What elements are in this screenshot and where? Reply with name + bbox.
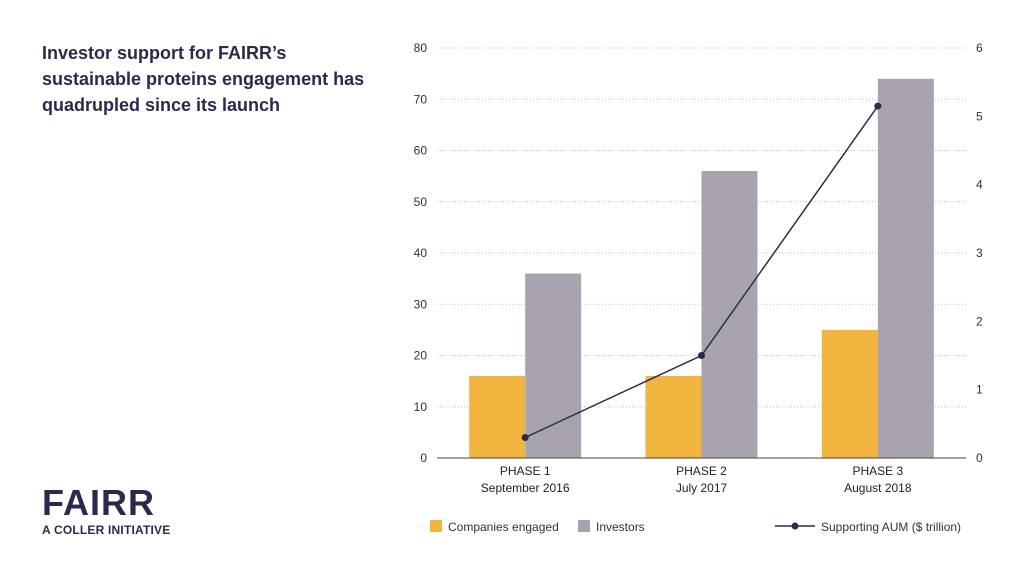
y-tick-label: 10 xyxy=(414,400,428,414)
bars xyxy=(469,78,934,458)
legend: Companies engaged Investors Supporting AUM… xyxy=(430,520,961,534)
y-tick-label: 60 xyxy=(414,144,428,158)
bar-investors xyxy=(525,273,582,458)
logo-wordmark: FAIRR xyxy=(42,482,155,523)
category-labels: PHASE 1 September 2016 PHASE 2 July 2017 PHA… xyxy=(481,464,912,495)
y2-tick-label: 1 xyxy=(976,383,983,397)
right-axis-ticks: 0 1 2 3 4 5 6 xyxy=(976,41,983,465)
y-tick-label: 0 xyxy=(420,451,427,465)
bar-companies-engaged xyxy=(821,329,878,458)
y-tick-label: 30 xyxy=(414,297,428,311)
y2-tick-label: 2 xyxy=(976,314,983,328)
y2-tick-label: 5 xyxy=(976,109,983,123)
y-tick-label: 40 xyxy=(414,246,428,260)
aum-line-series xyxy=(521,102,882,441)
y-tick-label: 20 xyxy=(414,349,428,363)
category-date-label: July 2017 xyxy=(676,481,728,495)
category-phase-label: PHASE 2 xyxy=(676,464,727,478)
aum-point xyxy=(521,434,529,441)
bar-companies-engaged xyxy=(645,376,702,458)
legend-swatch-investors xyxy=(578,520,590,532)
bar-companies-engaged xyxy=(469,376,526,458)
category-phase-label: PHASE 3 xyxy=(852,464,903,478)
y2-tick-label: 3 xyxy=(976,246,983,260)
y2-tick-label: 4 xyxy=(976,178,983,192)
left-axis-ticks: 0 10 20 30 40 50 60 70 80 xyxy=(414,41,428,465)
y-tick-label: 50 xyxy=(414,195,428,209)
fairr-logo: FAIRR A COLLER INITIATIVE xyxy=(42,482,182,538)
y2-tick-label: 6 xyxy=(976,41,983,55)
legend-swatch-companies xyxy=(430,520,442,532)
aum-point xyxy=(874,102,882,110)
legend-label-aum: Supporting AUM ($ trillion) xyxy=(821,520,961,534)
y-tick-label: 80 xyxy=(414,41,428,55)
bar-investors xyxy=(701,171,758,458)
legend-label-companies: Companies engaged xyxy=(448,520,559,534)
category-phase-label: PHASE 1 xyxy=(500,464,551,478)
aum-point xyxy=(698,352,705,359)
y2-tick-label: 0 xyxy=(976,451,983,465)
category-date-label: September 2016 xyxy=(481,481,570,495)
logo-tagline: A COLLER INITIATIVE xyxy=(42,523,171,537)
category-date-label: August 2018 xyxy=(844,481,912,495)
legend-label-investors: Investors xyxy=(596,520,645,534)
y-tick-label: 70 xyxy=(414,92,428,106)
chart-title: Investor support for FAIRR’s sustainable… xyxy=(42,43,365,115)
bar-investors xyxy=(877,78,934,458)
legend-marker-aum xyxy=(791,522,799,530)
